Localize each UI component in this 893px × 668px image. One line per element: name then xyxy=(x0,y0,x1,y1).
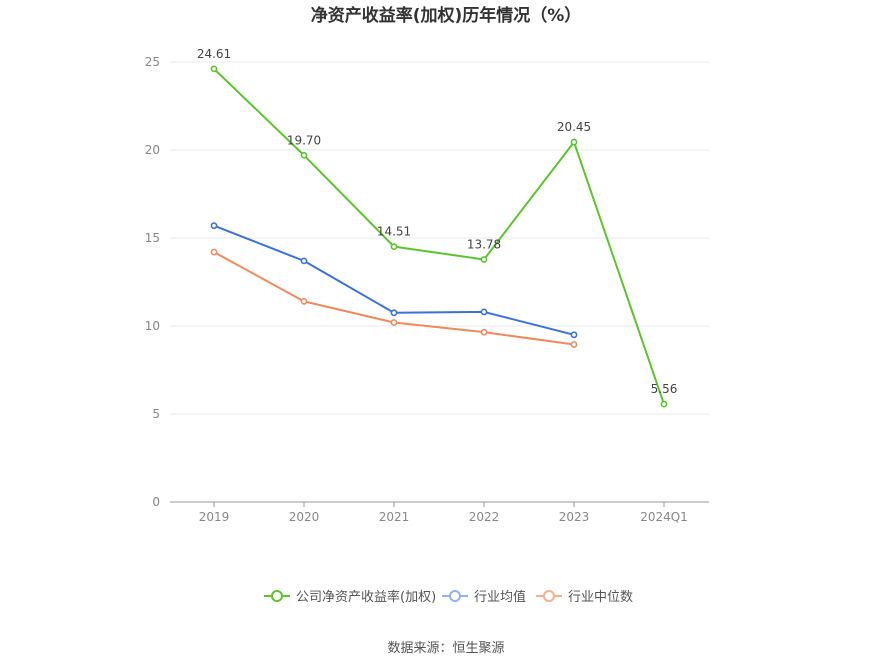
legend-swatch-marker xyxy=(449,590,461,602)
y-tick-label: 15 xyxy=(145,231,160,245)
series-line-0 xyxy=(213,68,665,405)
legend-label: 行业均值 xyxy=(474,589,526,605)
series-lines xyxy=(210,65,668,408)
x-tick-label: 2021 xyxy=(379,510,410,524)
y-axis-ticks: 0 5 10 15 20 25 xyxy=(145,55,160,509)
chart-title: 净资产收益率(加权)历年情况（%） xyxy=(311,5,582,26)
data-point xyxy=(300,297,308,305)
data-point xyxy=(660,400,668,408)
legend-swatch-marker xyxy=(271,590,283,602)
x-tick-label: 2022 xyxy=(469,510,500,524)
legend: 公司净资产收益率(加权) 行业均值 行业中位数 xyxy=(264,589,633,605)
data-point xyxy=(390,243,398,251)
x-axis: 2019 2020 2021 2022 2023 2024Q1 xyxy=(170,501,709,524)
legend-item: 行业均值 xyxy=(442,589,526,605)
legend-item: 公司净资产收益率(加权) xyxy=(264,589,436,605)
x-tick-label: 2023 xyxy=(559,510,590,524)
y-tick-label: 10 xyxy=(145,319,160,333)
data-point xyxy=(390,319,398,326)
y-tick-label: 25 xyxy=(145,55,160,69)
data-point xyxy=(210,222,218,230)
data-point xyxy=(480,256,488,263)
legend-swatch-marker xyxy=(543,590,555,602)
source-note: 数据来源：恒生聚源 xyxy=(387,641,504,656)
legend-label: 公司净资产收益率(加权) xyxy=(296,589,436,605)
data-point xyxy=(300,257,308,265)
data-point xyxy=(390,309,398,317)
data-label: 20.45 xyxy=(557,120,591,134)
data-point xyxy=(210,248,218,256)
legend-item: 行业中位数 xyxy=(536,590,633,605)
y-tick-label: 0 xyxy=(152,495,160,509)
x-tick-label: 2020 xyxy=(289,510,320,524)
grid-lines xyxy=(170,61,709,415)
data-label: 14.51 xyxy=(377,225,411,239)
data-label: 13.78 xyxy=(467,237,501,251)
x-tick-label: 2019 xyxy=(199,510,230,524)
data-labels: 24.61 19.70 14.51 13.78 20.45 5.56 xyxy=(197,47,678,396)
data-label: 19.70 xyxy=(287,133,321,147)
series-line-1 xyxy=(213,224,575,336)
data-point xyxy=(210,65,218,73)
y-tick-label: 5 xyxy=(152,407,160,421)
data-label: 5.56 xyxy=(651,382,678,396)
data-point xyxy=(300,151,308,159)
y-tick-label: 20 xyxy=(145,143,160,157)
data-label: 24.61 xyxy=(197,47,231,61)
data-point xyxy=(570,138,578,146)
legend-label: 行业中位数 xyxy=(568,590,633,605)
data-point xyxy=(570,341,578,348)
data-point xyxy=(570,331,578,339)
data-point xyxy=(480,308,488,316)
data-point xyxy=(480,328,488,336)
series-line-2 xyxy=(213,251,575,346)
x-tick-label: 2024Q1 xyxy=(640,510,688,524)
